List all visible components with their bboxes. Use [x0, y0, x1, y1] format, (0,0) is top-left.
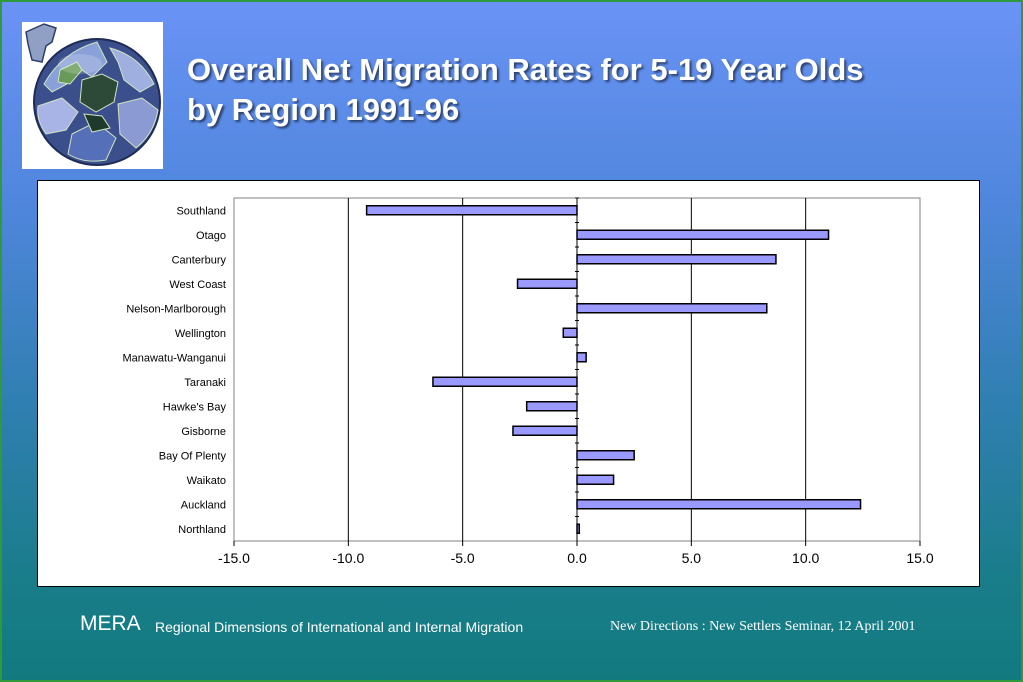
bar-nelson-marlborough: [576, 303, 768, 314]
bar-west-coast: [516, 278, 578, 289]
bar-taranaki: [432, 376, 578, 387]
slide-title: Overall Net Migration Rates for 5-19 Yea…: [187, 50, 987, 130]
category-label: Northland: [178, 524, 226, 536]
x-tick-label: 0.0: [567, 550, 587, 566]
bar-gisborne: [512, 425, 578, 436]
x-tick-label: -5.0: [451, 550, 475, 566]
category-label: West Coast: [169, 279, 226, 291]
x-tick-label: 5.0: [682, 550, 702, 566]
bar-auckland: [576, 499, 862, 510]
globe-puzzle-icon: [25, 23, 161, 166]
category-label: Manawatu-Wanganui: [122, 352, 226, 364]
footer-brand: MERA: [80, 612, 141, 635]
category-label: Canterbury: [172, 254, 227, 266]
footer-subtitle: Regional Dimensions of International and…: [155, 619, 524, 635]
footer-event: New Directions : New Settlers Seminar, 1…: [610, 619, 916, 634]
category-label: Auckland: [181, 499, 226, 511]
category-label: Wellington: [175, 328, 226, 340]
x-tick-label: -15.0: [218, 550, 250, 566]
x-tick-label: 10.0: [792, 550, 819, 566]
bar-hawke-s-bay: [525, 401, 578, 412]
category-label: Southland: [176, 205, 226, 217]
category-label: Bay Of Plenty: [159, 450, 227, 462]
category-label: Gisborne: [181, 426, 226, 438]
title-line-1: Overall Net Migration Rates for 5-19 Yea…: [187, 52, 864, 87]
bar-canterbury: [576, 254, 777, 265]
category-label: Waikato: [187, 475, 226, 487]
category-label: Nelson-Marlborough: [126, 303, 226, 315]
bar-wellington: [562, 327, 578, 338]
bar-manawatu-wanganui: [576, 352, 587, 363]
net-migration-bar-chart: -15.0 -10.0 -5.0 0.0 5.0 10.0 15.0 Southland Ota…: [122, 197, 934, 566]
logo: [22, 22, 163, 169]
bar-bay-of-plenty: [576, 450, 635, 461]
title-line-2: by Region 1991-96: [187, 92, 460, 127]
bar-otago: [576, 229, 830, 240]
category-label: Otago: [196, 230, 226, 242]
x-tick-label: -10.0: [332, 550, 364, 566]
category-label: Taranaki: [184, 377, 226, 389]
x-tick-label: 15.0: [906, 550, 933, 566]
chart-panel: -15.0 -10.0 -5.0 0.0 5.0 10.0 15.0 Southland Ota…: [37, 180, 980, 587]
bar-waikato: [576, 474, 615, 485]
category-label: Hawke's Bay: [163, 401, 227, 413]
bar-southland: [365, 205, 578, 216]
